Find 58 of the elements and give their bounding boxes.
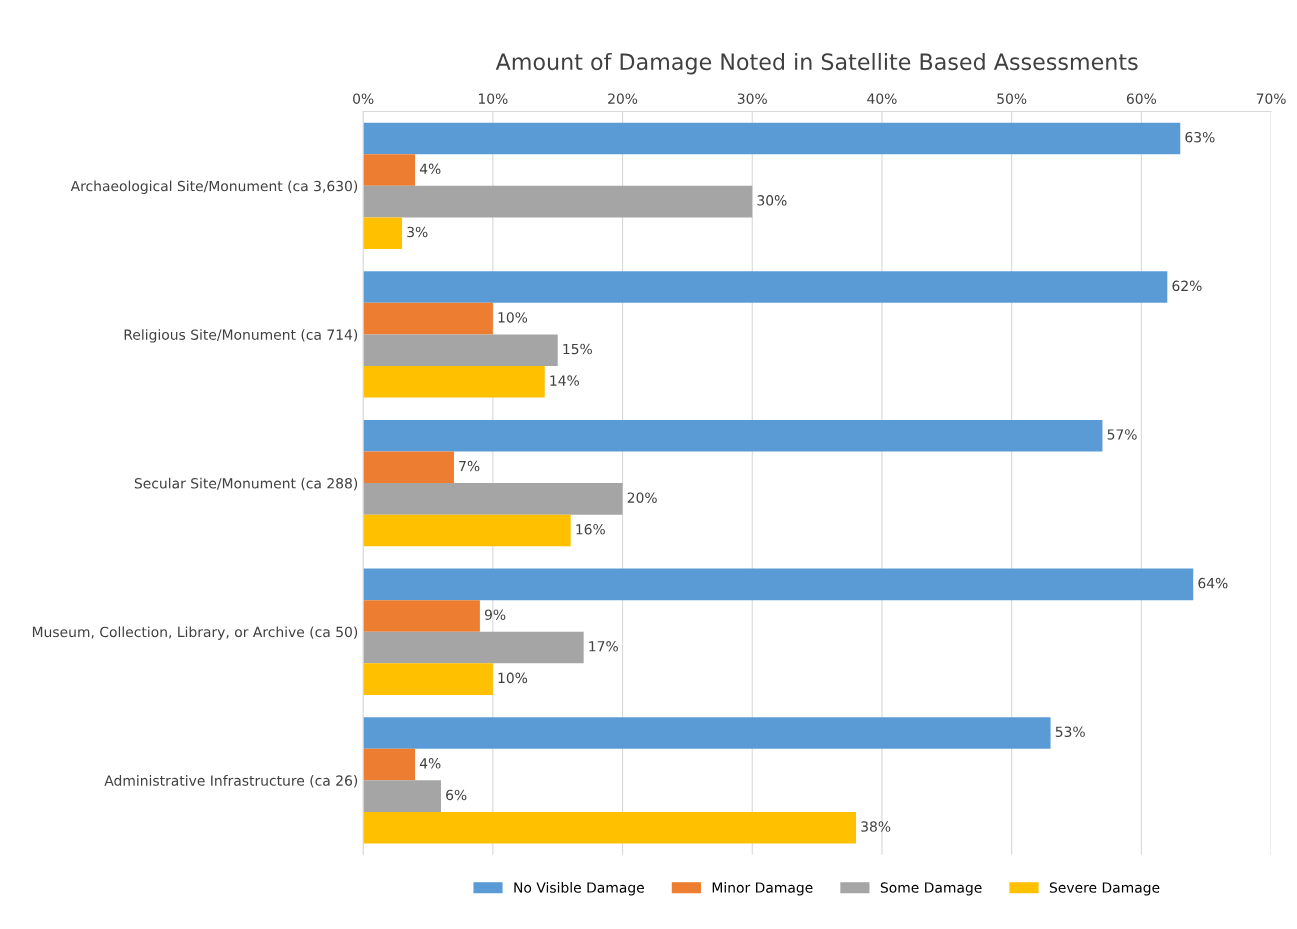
bar (363, 154, 416, 186)
bar (363, 811, 857, 844)
data-label: 38% (861, 821, 891, 832)
data-label: 9% (484, 609, 506, 620)
data-label: 63% (1185, 131, 1215, 143)
bar (363, 717, 1051, 749)
data-label: 10% (498, 312, 528, 323)
data-label: 53% (1055, 726, 1085, 738)
bar (363, 514, 571, 547)
bar (363, 334, 558, 367)
legend-label: No Visible Damage (514, 882, 644, 896)
bar (363, 568, 1194, 601)
bar (363, 451, 454, 484)
legend-label: Some Damage (880, 882, 982, 896)
legend-label: Minor Damage (712, 882, 813, 896)
x-tick-label: 40% (867, 93, 897, 104)
data-label: 30% (757, 195, 787, 206)
data-label: 6% (446, 789, 467, 801)
data-label: 4% (419, 758, 441, 769)
data-label: 16% (576, 523, 605, 535)
bar (363, 122, 1181, 155)
data-label: 4% (419, 163, 441, 175)
x-tick-label: 60% (1126, 93, 1157, 104)
bar (363, 748, 416, 781)
bar (363, 271, 1168, 303)
bar (363, 631, 584, 664)
x-tick-label: 0% (353, 93, 374, 104)
data-label: 7% (459, 460, 480, 472)
y-tick-label: Archaeological Site/Monument (ca 3,630) (70, 180, 358, 194)
data-label: 17% (589, 641, 618, 652)
bar (363, 217, 403, 249)
data-label: 10% (498, 672, 528, 684)
x-tick-label: 70% (1256, 93, 1286, 104)
bar (363, 663, 493, 695)
y-tick-label: Administrative Infrastructure (ca 26) (104, 775, 358, 788)
y-tick-label: Religious Site/Monument (ca 714) (124, 329, 358, 343)
bar (363, 483, 623, 515)
legend-label: Severe Damage (1049, 882, 1160, 896)
data-label: 64% (1198, 577, 1228, 589)
bar (363, 302, 493, 335)
x-tick-label: 10% (478, 93, 508, 104)
x-tick-label: 50% (997, 93, 1027, 104)
data-label: 20% (627, 492, 657, 503)
bar (363, 185, 753, 218)
data-label: 3% (407, 226, 428, 238)
data-label: 62% (1172, 280, 1202, 292)
bar (363, 366, 545, 398)
x-tick-label: 20% (608, 93, 638, 104)
data-label: 14% (550, 375, 580, 386)
data-label: 57% (1107, 429, 1137, 440)
bar (363, 419, 1103, 452)
y-tick-label: Secular Site/Monument (ca 288) (134, 477, 358, 491)
x-tick-label: 30% (737, 93, 767, 104)
data-label: 15% (563, 343, 592, 355)
y-tick-label: Museum, Collection, Library, or Archive (ca 50) (32, 626, 358, 640)
chart-title: Amount of Damage Noted in Satellite Based Assessments (495, 52, 1138, 75)
bar (363, 600, 480, 632)
bar (363, 780, 441, 812)
